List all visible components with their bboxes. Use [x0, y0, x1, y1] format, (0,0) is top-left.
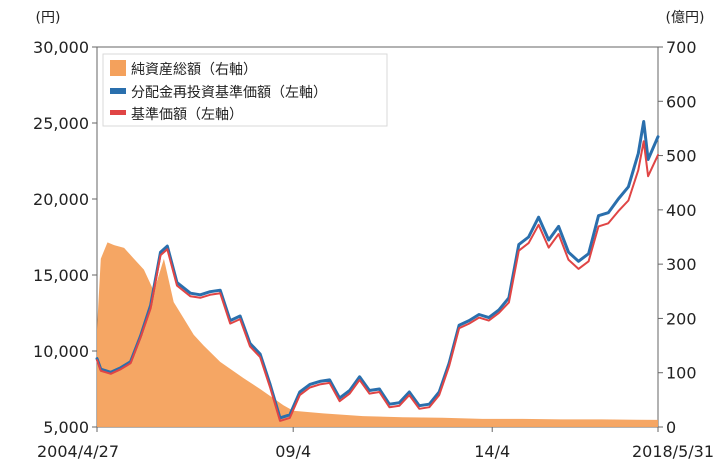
x-axis-ticks: 2004/4/27 09/4 14/4 2018/5/31	[37, 427, 714, 461]
legend-label-reinvested-nav: 分配金再投資基準価額（左軸）	[131, 84, 327, 101]
left-tick-label: 15,000	[33, 266, 89, 285]
legend: 純資産総額（右軸） 分配金再投資基準価額（左軸） 基準価額（左軸）	[102, 53, 388, 127]
legend-swatch-net-assets	[110, 60, 126, 76]
right-tick-label: 200	[666, 309, 697, 328]
right-tick-label: 400	[666, 201, 697, 220]
x-tick-label: 14/4	[474, 442, 510, 461]
left-tick-label: 5,000	[43, 418, 89, 437]
x-tick-label: 2004/4/27	[37, 442, 119, 461]
x-tick-label: 2018/5/31	[632, 442, 714, 461]
right-tick-label: 0	[666, 418, 676, 437]
price-lines-layer	[95, 120, 660, 422]
nav-line	[96, 140, 659, 422]
net-assets-area-layer	[97, 242, 658, 427]
right-axis-ticks: 0 100 200 300 400 500 600 700	[658, 38, 697, 437]
left-tick-label: 20,000	[33, 190, 89, 209]
legend-swatch-reinvested-nav	[110, 88, 126, 94]
right-tick-label: 600	[666, 92, 697, 111]
net-assets-area	[97, 242, 658, 427]
right-tick-label: 300	[666, 255, 697, 274]
right-tick-label: 500	[666, 147, 697, 166]
left-tick-label: 30,000	[33, 38, 89, 57]
left-axis-unit: (円)	[36, 10, 61, 26]
reinvested-nav-line	[95, 120, 660, 420]
right-tick-label: 100	[666, 364, 697, 383]
left-axis-ticks: 5,000 10,000 15,000 20,000 25,000 30,000	[33, 38, 97, 437]
legend-swatch-nav	[110, 110, 126, 115]
left-tick-label: 25,000	[33, 114, 89, 133]
left-tick-label: 10,000	[33, 342, 89, 361]
x-tick-label: 09/4	[275, 442, 311, 461]
right-tick-label: 700	[666, 38, 697, 57]
legend-box	[102, 53, 388, 127]
legend-label-net-assets: 純資産総額（右軸）	[131, 62, 257, 78]
right-axis-unit: (億円)	[666, 10, 705, 26]
legend-label-nav: 基準価額（左軸）	[131, 106, 243, 123]
